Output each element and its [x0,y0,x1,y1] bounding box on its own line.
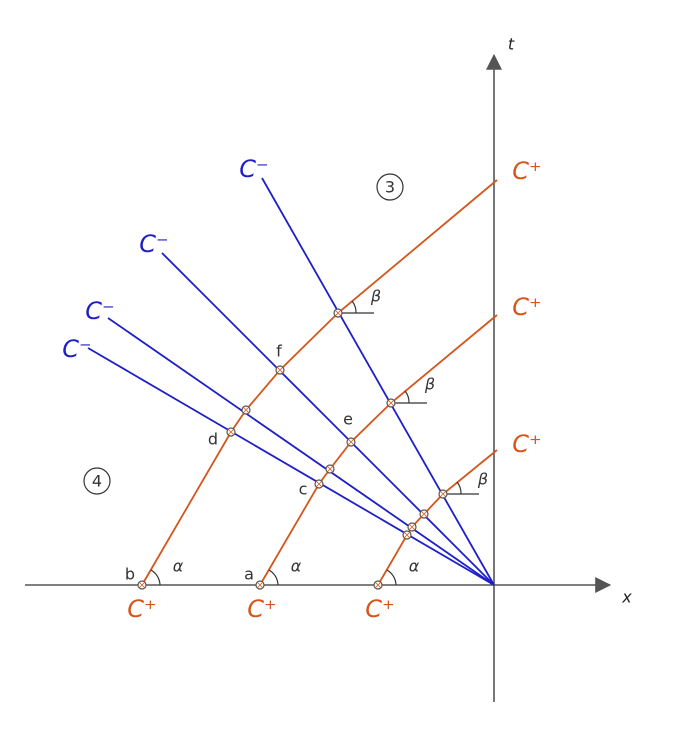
node-cross [387,399,395,407]
angle-label: β [477,470,488,489]
point-label: a [244,565,254,584]
axis-label: t [508,35,515,54]
node-cross [315,480,323,488]
node-cross [276,366,284,374]
point-label: b [125,565,135,584]
c-plus-label: C⁺ [512,157,541,185]
node-cross [439,490,447,498]
angle-label: α [173,557,184,576]
angle-label: α [291,557,302,576]
c-minus-lines [87,177,495,586]
axis-label: x [621,588,632,607]
c-plus-label: C⁺ [512,293,541,321]
point-label: d [208,430,218,449]
c-plus-label: C⁺ [512,430,541,458]
point-label: c [299,480,308,499]
node-cross [242,406,250,414]
node-cross [403,531,411,539]
point-label: f [276,342,282,361]
point-label: e [343,410,353,429]
c-minus-label: C⁻ [239,155,268,183]
region-label: 4 [92,472,102,491]
region-label: 3 [385,178,395,197]
node-cross [256,581,264,589]
node-cross [347,438,355,446]
c-minus-label: C⁻ [85,297,114,325]
c-plus-label: C⁺ [247,595,276,623]
angle-label: α [409,557,420,576]
intersections [137,308,448,590]
node-cross [374,581,382,589]
c-plus-label: C⁺ [365,595,394,623]
angle-label: β [424,375,435,394]
c-plus-lines [141,179,498,586]
c-plus-label: C⁺ [127,595,156,623]
node-cross [420,510,428,518]
axes [25,53,612,702]
node-cross [227,428,235,436]
node-cross [138,581,146,589]
angle-label: β [370,287,381,306]
c-minus-label: C⁻ [139,230,168,258]
node-cross [408,523,416,531]
angle-marks [150,300,479,586]
node-cross [334,309,342,317]
c-minus-label: C⁻ [62,335,91,363]
region-circles [83,173,404,495]
node-cross [326,465,334,473]
